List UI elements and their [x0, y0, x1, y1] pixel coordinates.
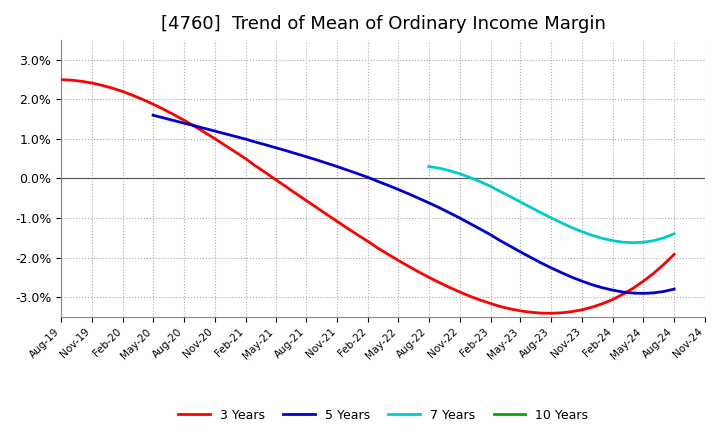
- Title: [4760]  Trend of Mean of Ordinary Income Margin: [4760] Trend of Mean of Ordinary Income …: [161, 15, 606, 33]
- Legend: 3 Years, 5 Years, 7 Years, 10 Years: 3 Years, 5 Years, 7 Years, 10 Years: [174, 404, 593, 427]
